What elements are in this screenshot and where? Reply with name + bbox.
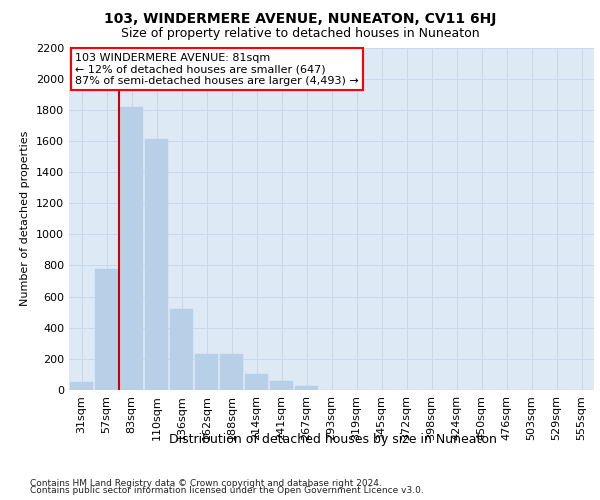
Bar — [295, 386, 319, 390]
Bar — [194, 354, 218, 390]
Text: 103, WINDERMERE AVENUE, NUNEATON, CV11 6HJ: 103, WINDERMERE AVENUE, NUNEATON, CV11 6… — [104, 12, 496, 26]
Bar — [245, 374, 268, 390]
Text: 103 WINDERMERE AVENUE: 81sqm
← 12% of detached houses are smaller (647)
87% of s: 103 WINDERMERE AVENUE: 81sqm ← 12% of de… — [76, 52, 359, 86]
Y-axis label: Number of detached properties: Number of detached properties — [20, 131, 31, 306]
Text: Contains public sector information licensed under the Open Government Licence v3: Contains public sector information licen… — [30, 486, 424, 495]
Bar — [170, 309, 193, 390]
Bar — [119, 106, 143, 390]
Bar — [269, 382, 293, 390]
Text: Distribution of detached houses by size in Nuneaton: Distribution of detached houses by size … — [169, 432, 497, 446]
Bar — [70, 382, 94, 390]
Text: Size of property relative to detached houses in Nuneaton: Size of property relative to detached ho… — [121, 28, 479, 40]
Bar — [220, 354, 244, 390]
Bar — [145, 140, 169, 390]
Text: Contains HM Land Registry data © Crown copyright and database right 2024.: Contains HM Land Registry data © Crown c… — [30, 478, 382, 488]
Bar — [95, 268, 118, 390]
